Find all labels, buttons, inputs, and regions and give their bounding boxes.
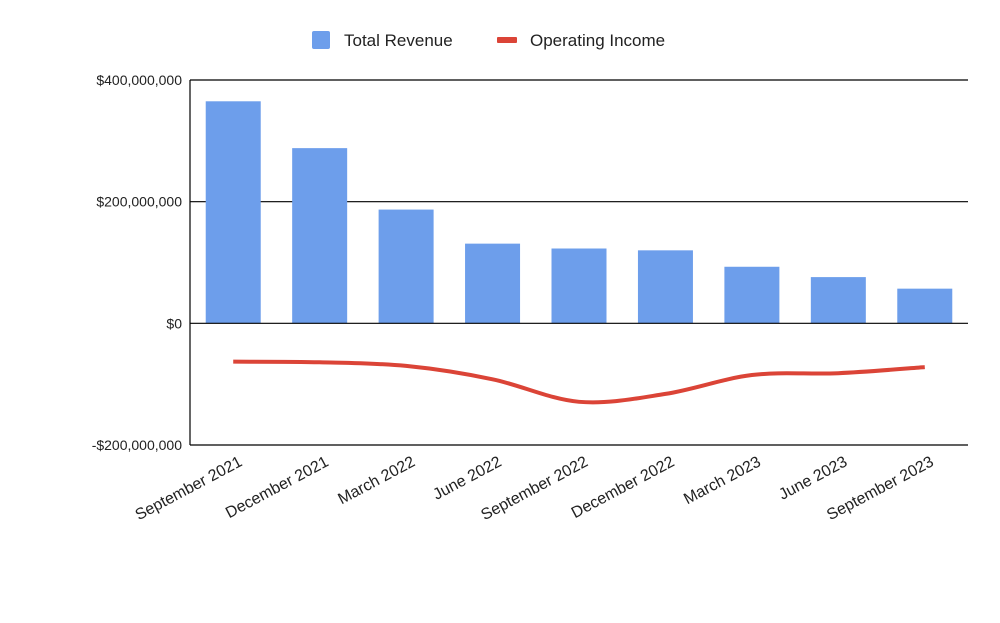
x-tick-label: March 2022 — [335, 453, 418, 508]
bar-total-revenue — [551, 248, 607, 324]
bar-total-revenue — [724, 266, 780, 324]
bar-total-revenue — [637, 250, 693, 324]
legend-label-operating-income: Operating Income — [530, 31, 665, 50]
y-tick-label: $400,000,000 — [96, 72, 182, 88]
legend-swatch-total-revenue — [312, 31, 330, 49]
legend-swatch-operating-income — [497, 37, 517, 43]
bar-series — [205, 101, 953, 324]
bar-total-revenue — [465, 243, 521, 324]
y-tick-label: $200,000,000 — [96, 194, 182, 210]
bar-total-revenue — [897, 288, 953, 324]
x-tick-label: June 2022 — [430, 453, 504, 503]
bar-total-revenue — [205, 101, 261, 324]
bar-total-revenue — [292, 148, 348, 324]
line-operating-income — [233, 359, 925, 405]
legend-label-total-revenue: Total Revenue — [344, 31, 453, 50]
y-tick-label: -$200,000,000 — [92, 437, 183, 453]
legend: Total Revenue Operating Income — [312, 31, 665, 50]
line-series — [233, 359, 925, 405]
bar-total-revenue — [378, 209, 434, 324]
y-tick-label: $0 — [166, 315, 182, 331]
bar-total-revenue — [810, 277, 866, 324]
x-tick-label: June 2023 — [776, 453, 850, 503]
y-axis-ticks: $400,000,000 $200,000,000 $0 -$200,000,000 — [92, 72, 183, 453]
x-tick-label: March 2023 — [681, 453, 764, 508]
